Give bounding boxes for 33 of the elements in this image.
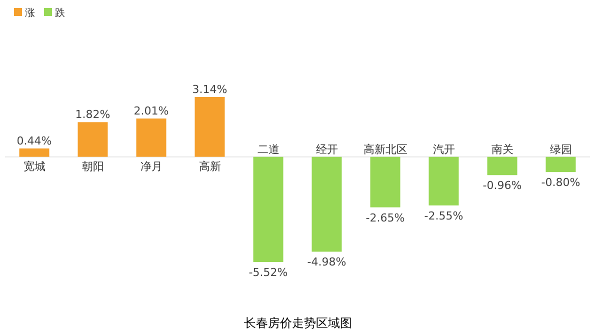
x-tick-label: 汽开: [432, 142, 455, 156]
bar: [428, 156, 459, 206]
data-label: 1.82%: [75, 108, 110, 122]
x-tick-label: 高新: [198, 160, 221, 173]
data-label: -5.52%: [248, 266, 288, 279]
data-label: -4.98%: [307, 256, 346, 269]
bar: [78, 122, 108, 157]
x-tick-label: 南关: [491, 142, 514, 156]
data-label: -0.80%: [541, 176, 580, 190]
bar: [546, 156, 576, 172]
bar: [253, 156, 284, 262]
bar: [370, 156, 400, 208]
x-tick-label: 高新北区: [363, 142, 408, 156]
x-tick-label: 宽城: [23, 160, 46, 173]
bar: [19, 148, 50, 157]
data-label: -0.96%: [482, 179, 522, 192]
bar: [194, 97, 225, 157]
bar: [487, 156, 518, 176]
bar: [312, 156, 342, 252]
data-label: -2.65%: [366, 211, 405, 224]
x-tick-label: 二道: [257, 142, 280, 156]
data-label: 2.01%: [134, 104, 169, 118]
legend-label: 涨: [25, 7, 35, 19]
x-tick-label: 绿园: [550, 142, 572, 156]
data-label: 0.44%: [16, 134, 52, 148]
x-tick-label: 朝阳: [82, 160, 104, 173]
text: 长春房价走势区域图: [244, 316, 352, 330]
x-tick-label: 经开: [316, 142, 338, 156]
x-tick-label: 净月: [140, 160, 162, 173]
bar: [136, 118, 166, 157]
legend-label: 跌: [55, 7, 65, 19]
data-label: -2.55%: [424, 209, 464, 222]
data-label: 3.14%: [192, 83, 228, 96]
